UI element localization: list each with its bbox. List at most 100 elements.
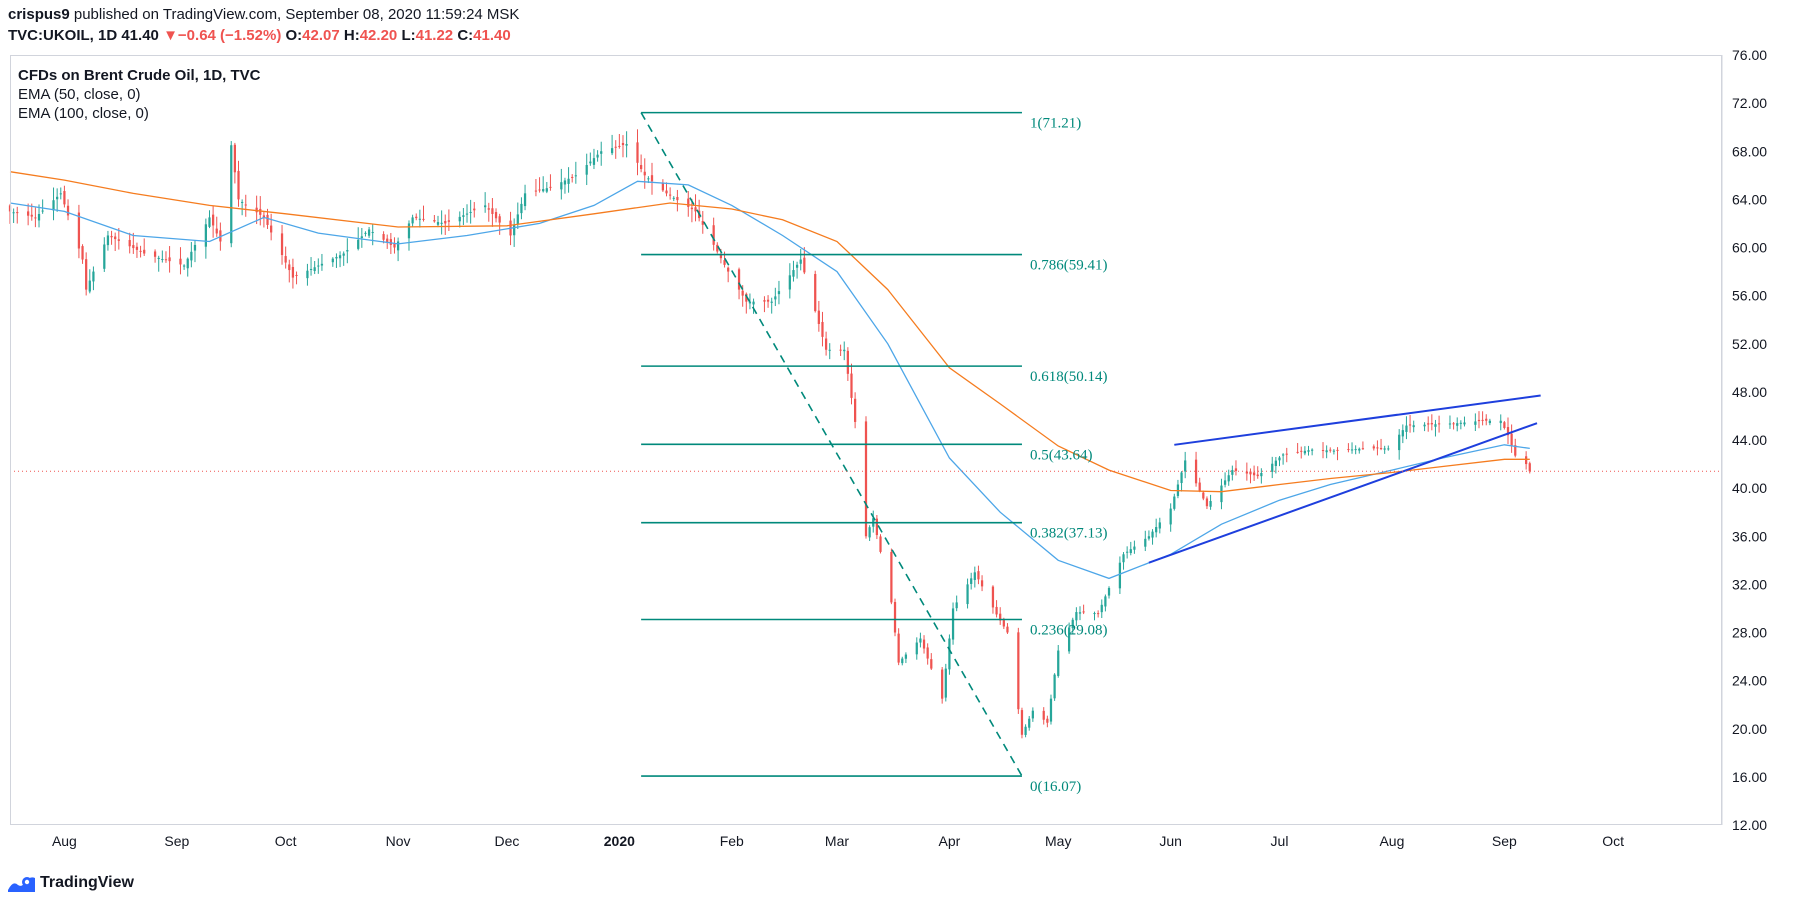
candle-body <box>12 212 15 214</box>
candle-body <box>774 296 777 300</box>
candle-body <box>995 606 998 615</box>
open-value: 42.07 <box>302 27 340 44</box>
candle-body <box>415 216 418 219</box>
candle-body <box>280 233 284 256</box>
y-tick-label: 48.00 <box>1732 384 1767 400</box>
candle-body <box>944 668 947 698</box>
fib-trend-line <box>640 112 1023 777</box>
candle-body <box>266 214 269 225</box>
candle-body <box>1488 420 1491 424</box>
candle-body <box>1372 446 1375 449</box>
candle-body <box>422 218 425 220</box>
x-tick-label: Sep <box>1492 833 1517 849</box>
candle-body <box>788 275 791 290</box>
candle-body <box>1067 627 1071 652</box>
close-value: 41.40 <box>473 27 511 44</box>
candle-body <box>295 274 298 276</box>
candle-body <box>37 213 41 221</box>
candle-body <box>1205 498 1209 507</box>
candle-body <box>1329 449 1332 451</box>
candle-body <box>1412 425 1415 428</box>
candle-body <box>1107 587 1111 596</box>
candle-body <box>1300 450 1303 452</box>
candle-body <box>1024 726 1027 735</box>
candle-body <box>824 338 828 350</box>
candle-body <box>904 654 908 659</box>
candle-body <box>360 236 363 239</box>
candle-body <box>110 235 113 238</box>
candle-body <box>1057 650 1060 676</box>
candle-body <box>128 240 131 247</box>
candle-body <box>1350 449 1354 451</box>
legend-ema100[interactable]: EMA (100, close, 0) <box>18 105 149 122</box>
candle-body <box>346 250 349 252</box>
candle-body <box>843 349 846 352</box>
author-name[interactable]: crispus9 <box>8 6 70 23</box>
candle-body <box>752 301 755 305</box>
y-tick-label: 68.00 <box>1732 143 1767 159</box>
candle-body <box>56 196 59 200</box>
x-tick-label: Oct <box>275 833 297 849</box>
down-arrow-icon: ▼ <box>163 27 178 44</box>
candle-body <box>672 197 675 199</box>
candle-body <box>1525 456 1528 465</box>
candle-body <box>241 201 244 203</box>
candle-body <box>462 215 465 217</box>
candle-body <box>1223 480 1227 485</box>
candle-body <box>915 642 918 655</box>
candle-body <box>291 266 295 278</box>
published-text: published on TradingView.com, September … <box>69 6 520 23</box>
candle-body <box>973 572 976 580</box>
legend-ema50[interactable]: EMA (50, close, 0) <box>18 86 141 103</box>
candle-body <box>262 215 266 218</box>
candle-body <box>970 578 973 584</box>
candle-body <box>1321 450 1325 452</box>
candle-body <box>1347 449 1350 451</box>
candle-body <box>487 208 490 210</box>
candle-body <box>690 207 694 210</box>
candle-body <box>168 257 171 262</box>
candle-body <box>1097 613 1100 615</box>
candle-body <box>694 207 697 212</box>
candle-body <box>821 321 824 337</box>
candle-body <box>516 214 519 225</box>
chart-legend: CFDs on Brent Crude Oil, 1D, TVC EMA (50… <box>18 66 261 123</box>
candle-body <box>270 225 273 233</box>
candle-body <box>364 232 367 234</box>
x-tick-label: Oct <box>1602 833 1624 849</box>
candle-body <box>520 203 523 214</box>
candle-body <box>737 269 741 290</box>
symbol-label: TVC:UKOIL, 1D <box>8 27 118 44</box>
candle-body <box>284 256 287 263</box>
candle-body <box>1361 448 1365 450</box>
candle-body <box>182 265 186 267</box>
legend-title[interactable]: CFDs on Brent Crude Oil, 1D, TVC <box>18 67 261 84</box>
candle-body <box>447 220 451 222</box>
tradingview-logo-icon <box>8 877 35 892</box>
candle-body <box>1332 450 1336 452</box>
candle-body <box>948 638 951 670</box>
candle-body <box>922 639 926 649</box>
candle-body <box>498 216 501 223</box>
candle-body <box>1118 562 1122 589</box>
candle-body <box>716 244 719 252</box>
high-label: H: <box>343 27 360 44</box>
candle-body <box>179 258 182 265</box>
y-tick-label: 60.00 <box>1732 240 1767 256</box>
candle-body <box>1002 620 1005 627</box>
candle-body <box>879 536 882 552</box>
candle-body <box>367 229 371 236</box>
x-tick-label: Apr <box>939 833 961 849</box>
candle-body <box>331 258 334 263</box>
candle-body <box>676 196 679 201</box>
candle-body <box>317 265 320 267</box>
candle-body <box>846 350 849 374</box>
candle-body <box>523 193 527 207</box>
tradingview-logo[interactable]: TradingView <box>8 872 134 894</box>
candle-body <box>338 255 342 259</box>
candle-body <box>542 189 545 192</box>
candle-body <box>1042 710 1045 720</box>
candle-body <box>1358 448 1361 451</box>
candle-body <box>614 146 617 148</box>
